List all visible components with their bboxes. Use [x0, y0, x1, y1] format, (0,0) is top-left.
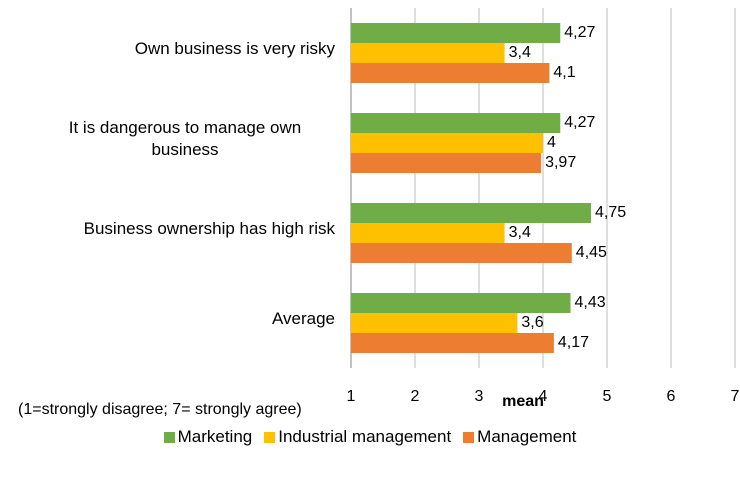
legend-swatch — [264, 431, 276, 443]
data-label: 4,45 — [576, 244, 607, 261]
bar — [351, 63, 550, 83]
bar — [351, 293, 571, 313]
bar — [351, 43, 505, 63]
bar — [351, 23, 561, 43]
x-tick-label: 5 — [603, 388, 612, 405]
x-tick-label: 7 — [731, 388, 740, 405]
data-label: 4,75 — [595, 204, 626, 221]
legend-label: Industrial management — [278, 427, 452, 446]
x-tick-label: 3 — [475, 388, 484, 405]
x-axis-label: mean — [502, 393, 544, 410]
x-tick-label: 2 — [411, 388, 420, 405]
y-tick-label: Average — [271, 308, 335, 328]
annotation: (1=strongly disagree; 7= strongly agree) — [18, 401, 302, 418]
data-label: 3,6 — [521, 314, 543, 331]
data-label: 3,4 — [509, 44, 531, 61]
legend-item: Industrial management — [264, 427, 451, 447]
bar — [351, 113, 561, 133]
bar — [351, 133, 543, 153]
data-label: 3,4 — [509, 224, 531, 241]
bar — [351, 313, 518, 333]
legend-item: Marketing — [163, 427, 253, 447]
y-tick-label: Business ownership has high risk — [83, 218, 335, 238]
data-label: 4,1 — [553, 64, 575, 81]
y-tick-label: It is dangerous to manage own business — [68, 117, 302, 159]
legend-swatch — [463, 431, 475, 443]
legend-label: Marketing — [177, 427, 253, 446]
legend-swatch — [163, 431, 175, 443]
legend: Marketing Industrial management Management — [0, 427, 740, 447]
data-label: 4 — [547, 134, 556, 151]
legend-item: Management — [463, 427, 576, 447]
data-label: 4,17 — [558, 334, 589, 351]
x-tick-label: 4 — [539, 388, 548, 405]
legend-label: Management — [477, 427, 577, 446]
x-tick-label: 1 — [347, 388, 356, 405]
x-tick-label: 6 — [667, 388, 676, 405]
bar — [351, 333, 554, 353]
y-tick-label: Own business is very risky — [134, 38, 335, 58]
bar — [351, 223, 505, 243]
bar — [351, 243, 572, 263]
data-label: 4,27 — [564, 114, 595, 131]
bar — [351, 153, 542, 173]
bar — [351, 203, 591, 223]
data-label: 4,27 — [564, 24, 595, 41]
data-label: 3,97 — [545, 154, 576, 171]
data-label: 4,43 — [575, 294, 606, 311]
